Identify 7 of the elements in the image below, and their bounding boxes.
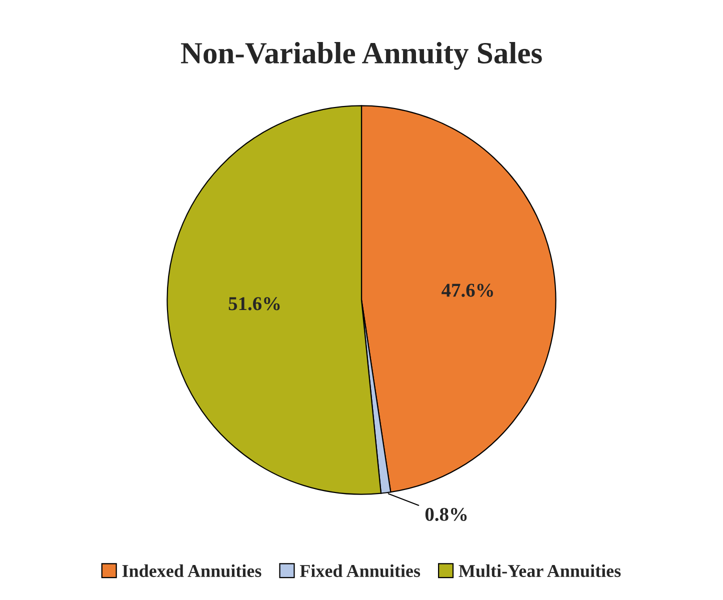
legend-label: Multi-Year Annuities	[458, 564, 621, 578]
data-label: 0.8%	[425, 508, 467, 522]
chart-title: Non-Variable Annuity Sales	[180, 42, 542, 70]
legend-label: Fixed Annuities	[300, 564, 420, 578]
data-label: 51.6%	[228, 297, 280, 310]
legend-label: Indexed Annuities	[122, 564, 262, 578]
data-label: 47.6%	[442, 284, 493, 297]
